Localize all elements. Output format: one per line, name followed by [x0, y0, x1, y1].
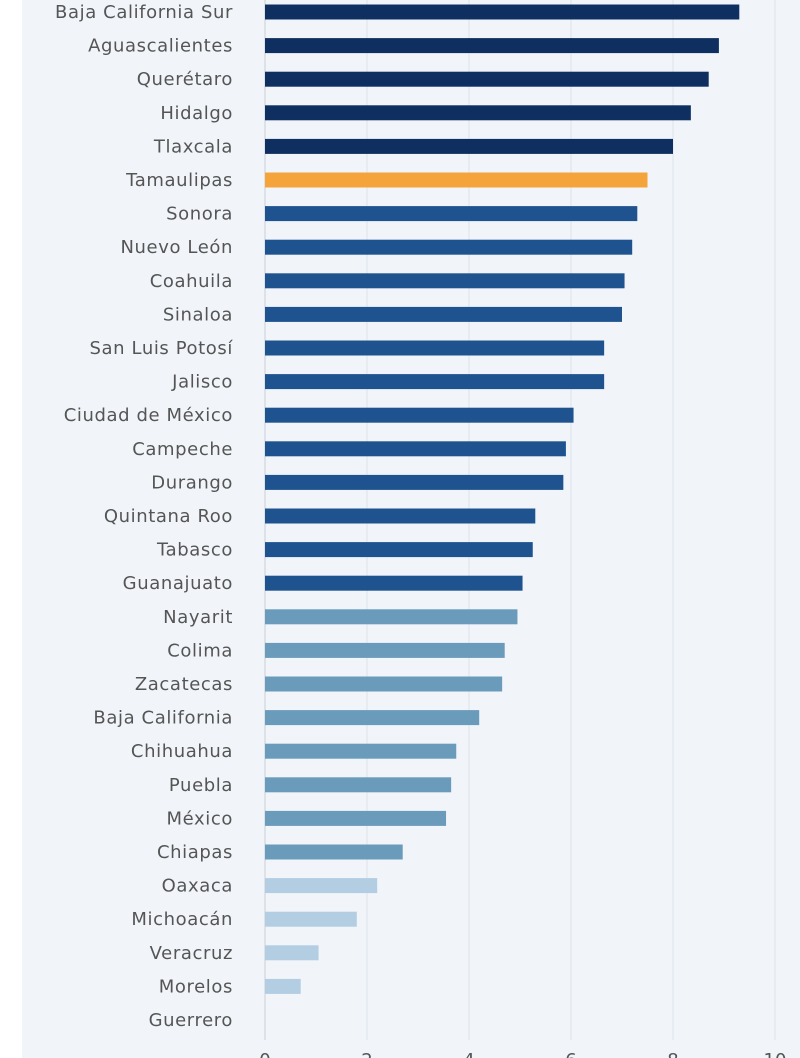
bar-veracruz: [265, 945, 319, 961]
x-tick-label-2: 2: [361, 1050, 372, 1058]
bar-san-luis-potosí: [265, 340, 605, 356]
category-label: Zacatecas: [135, 674, 233, 695]
category-label: Guerrero: [149, 1010, 233, 1031]
bar-coahuila: [265, 273, 625, 289]
bar-ciudad-de-méxico: [265, 407, 574, 423]
category-label: Ciudad de México: [64, 405, 233, 426]
bar-puebla: [265, 777, 452, 793]
category-label: Veracruz: [150, 943, 233, 964]
bar-campeche: [265, 441, 566, 457]
category-label: Tamaulipas: [125, 170, 233, 191]
bar-morelos: [265, 978, 301, 994]
category-label: Chiapas: [157, 842, 233, 863]
category-label: Coahuila: [150, 271, 233, 292]
bar-chart: Baja California Sur Aguascalientes Queréta…: [55, 0, 786, 1058]
category-label: Michoacán: [131, 909, 233, 930]
bar-durango: [265, 474, 564, 490]
bar-layer: [265, 4, 740, 994]
category-label: Morelos: [159, 976, 233, 997]
bar-chihuahua: [265, 743, 457, 759]
bar-oaxaca: [265, 878, 378, 894]
x-tick-label-0: 0: [259, 1050, 270, 1058]
x-axis-ticks: 0 2 4 6 8 10: [259, 1050, 786, 1058]
bar-colima: [265, 642, 505, 658]
category-label: Hidalgo: [160, 103, 233, 124]
category-label: Campeche: [132, 439, 233, 460]
bar-aguascalientes: [265, 38, 719, 54]
x-tick-label-4: 4: [463, 1050, 474, 1058]
bar-méxico: [265, 810, 447, 826]
bar-guanajuato: [265, 575, 523, 591]
category-label: Sonora: [166, 204, 233, 225]
category-label: Guanajuato: [123, 573, 233, 594]
bar-sonora: [265, 206, 638, 222]
bar-quintana-roo: [265, 508, 536, 524]
category-label: Chihuahua: [131, 741, 233, 762]
category-labels: Baja California Sur Aguascalientes Queréta…: [55, 2, 233, 1031]
bar-jalisco: [265, 374, 605, 390]
category-label: Colima: [167, 640, 233, 661]
category-label: Querétaro: [137, 69, 233, 90]
category-label: Nayarit: [163, 607, 233, 628]
category-label: Quintana Roo: [104, 506, 233, 527]
bar-tlaxcala: [265, 138, 673, 154]
category-label: México: [167, 808, 233, 829]
bar-baja-california-sur: [265, 4, 740, 20]
bar-baja-california: [265, 710, 480, 726]
category-label: Jalisco: [171, 372, 233, 393]
category-label: Puebla: [169, 775, 233, 796]
bar-zacatecas: [265, 676, 503, 692]
category-label: Aguascalientes: [88, 36, 233, 57]
bar-hidalgo: [265, 105, 691, 121]
bar-michoacán: [265, 911, 357, 927]
category-label: Baja California: [93, 708, 233, 729]
bar-nuevo-león: [265, 239, 633, 255]
category-label: Durango: [151, 472, 233, 493]
bar-chiapas: [265, 844, 403, 860]
chart-panel: Baja California Sur Aguascalientes Queréta…: [22, 0, 800, 1058]
bar-querétaro: [265, 71, 709, 87]
category-label: Tabasco: [156, 540, 233, 561]
category-label: Oaxaca: [162, 876, 233, 897]
x-tick-label-10: 10: [764, 1050, 787, 1058]
bar-tabasco: [265, 542, 533, 558]
category-label: Tlaxcala: [153, 136, 233, 157]
category-label: Baja California Sur: [55, 2, 233, 23]
category-label: San Luis Potosí: [90, 338, 234, 359]
x-tick-label-8: 8: [667, 1050, 678, 1058]
category-label: Nuevo León: [120, 237, 233, 258]
bar-nayarit: [265, 609, 518, 625]
bar-tamaulipas: [265, 172, 648, 188]
x-tick-label-6: 6: [565, 1050, 576, 1058]
category-label: Sinaloa: [163, 304, 233, 325]
bar-sinaloa: [265, 306, 622, 322]
